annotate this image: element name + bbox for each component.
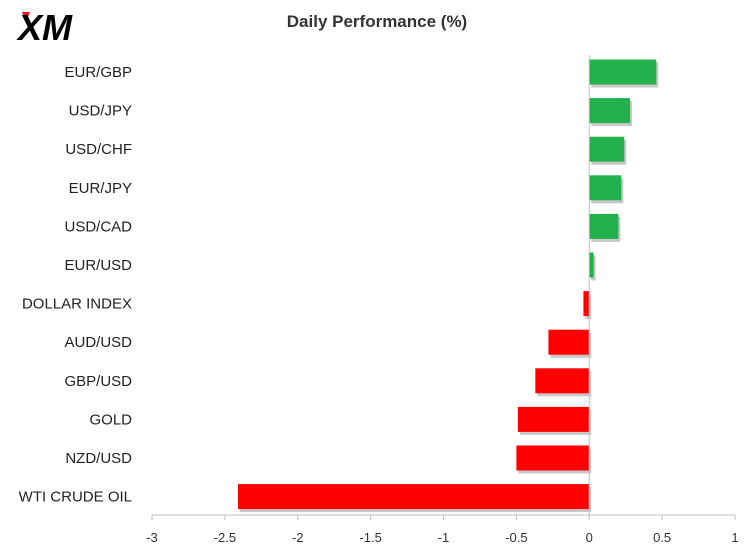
axis-layer: -3 -2.5 -2 -1.5 -1 -0.5 0 0.5 1 bbox=[146, 55, 739, 545]
x-tick-label: -2.5 bbox=[214, 530, 236, 545]
category-label: EUR/JPY bbox=[69, 180, 132, 197]
bar-gbp-usd bbox=[535, 368, 590, 394]
logo-text: XM bbox=[16, 7, 73, 48]
bar-usd-jpy bbox=[589, 98, 631, 124]
x-tick-label: 0.5 bbox=[653, 530, 671, 545]
bar-usd-cad bbox=[589, 213, 619, 239]
bar-nzd-usd bbox=[516, 445, 590, 471]
xm-logo: XM bbox=[8, 4, 108, 48]
bar-usd-chf bbox=[589, 136, 625, 162]
category-label: USD/CAD bbox=[64, 218, 132, 235]
chart-title: Daily Performance (%) bbox=[286, 12, 468, 31]
category-label: GBP/USD bbox=[64, 373, 132, 390]
xm-logo-mark: XM bbox=[16, 7, 73, 48]
x-tick-label: -1 bbox=[438, 530, 450, 545]
category-label: AUD/USD bbox=[64, 334, 132, 351]
x-tick-label: -3 bbox=[146, 530, 158, 545]
x-tick-label: 1 bbox=[731, 530, 738, 545]
bar-gold bbox=[517, 406, 590, 432]
category-label: WTI CRUDE OIL bbox=[19, 489, 132, 506]
category-label: NZD/USD bbox=[65, 450, 132, 467]
x-tick-label: 0 bbox=[586, 530, 593, 545]
x-tick-label: -1.5 bbox=[359, 530, 381, 545]
category-label: GOLD bbox=[89, 411, 132, 428]
category-label: EUR/USD bbox=[64, 257, 132, 274]
bar-eur-jpy bbox=[589, 175, 622, 201]
category-label: EUR/GBP bbox=[64, 64, 132, 81]
bars-layer bbox=[237, 59, 659, 513]
bar-wti-crude-oil bbox=[237, 484, 590, 510]
x-tick-label: -0.5 bbox=[505, 530, 527, 545]
category-label: USD/CHF bbox=[65, 141, 132, 158]
bar-eur-gbp bbox=[589, 59, 657, 85]
bar-aud-usd bbox=[548, 329, 590, 355]
bar-dollar-index bbox=[583, 291, 590, 317]
category-label: USD/JPY bbox=[69, 103, 132, 120]
logo-accent-shape bbox=[22, 12, 30, 22]
x-tick-label: -2 bbox=[292, 530, 304, 545]
bar-eur-usd bbox=[589, 252, 594, 278]
category-labels-layer: EUR/GBP USD/JPY USD/CHF EUR/JPY USD/CAD EUR/U… bbox=[19, 64, 133, 506]
category-label: DOLLAR INDEX bbox=[22, 296, 132, 313]
